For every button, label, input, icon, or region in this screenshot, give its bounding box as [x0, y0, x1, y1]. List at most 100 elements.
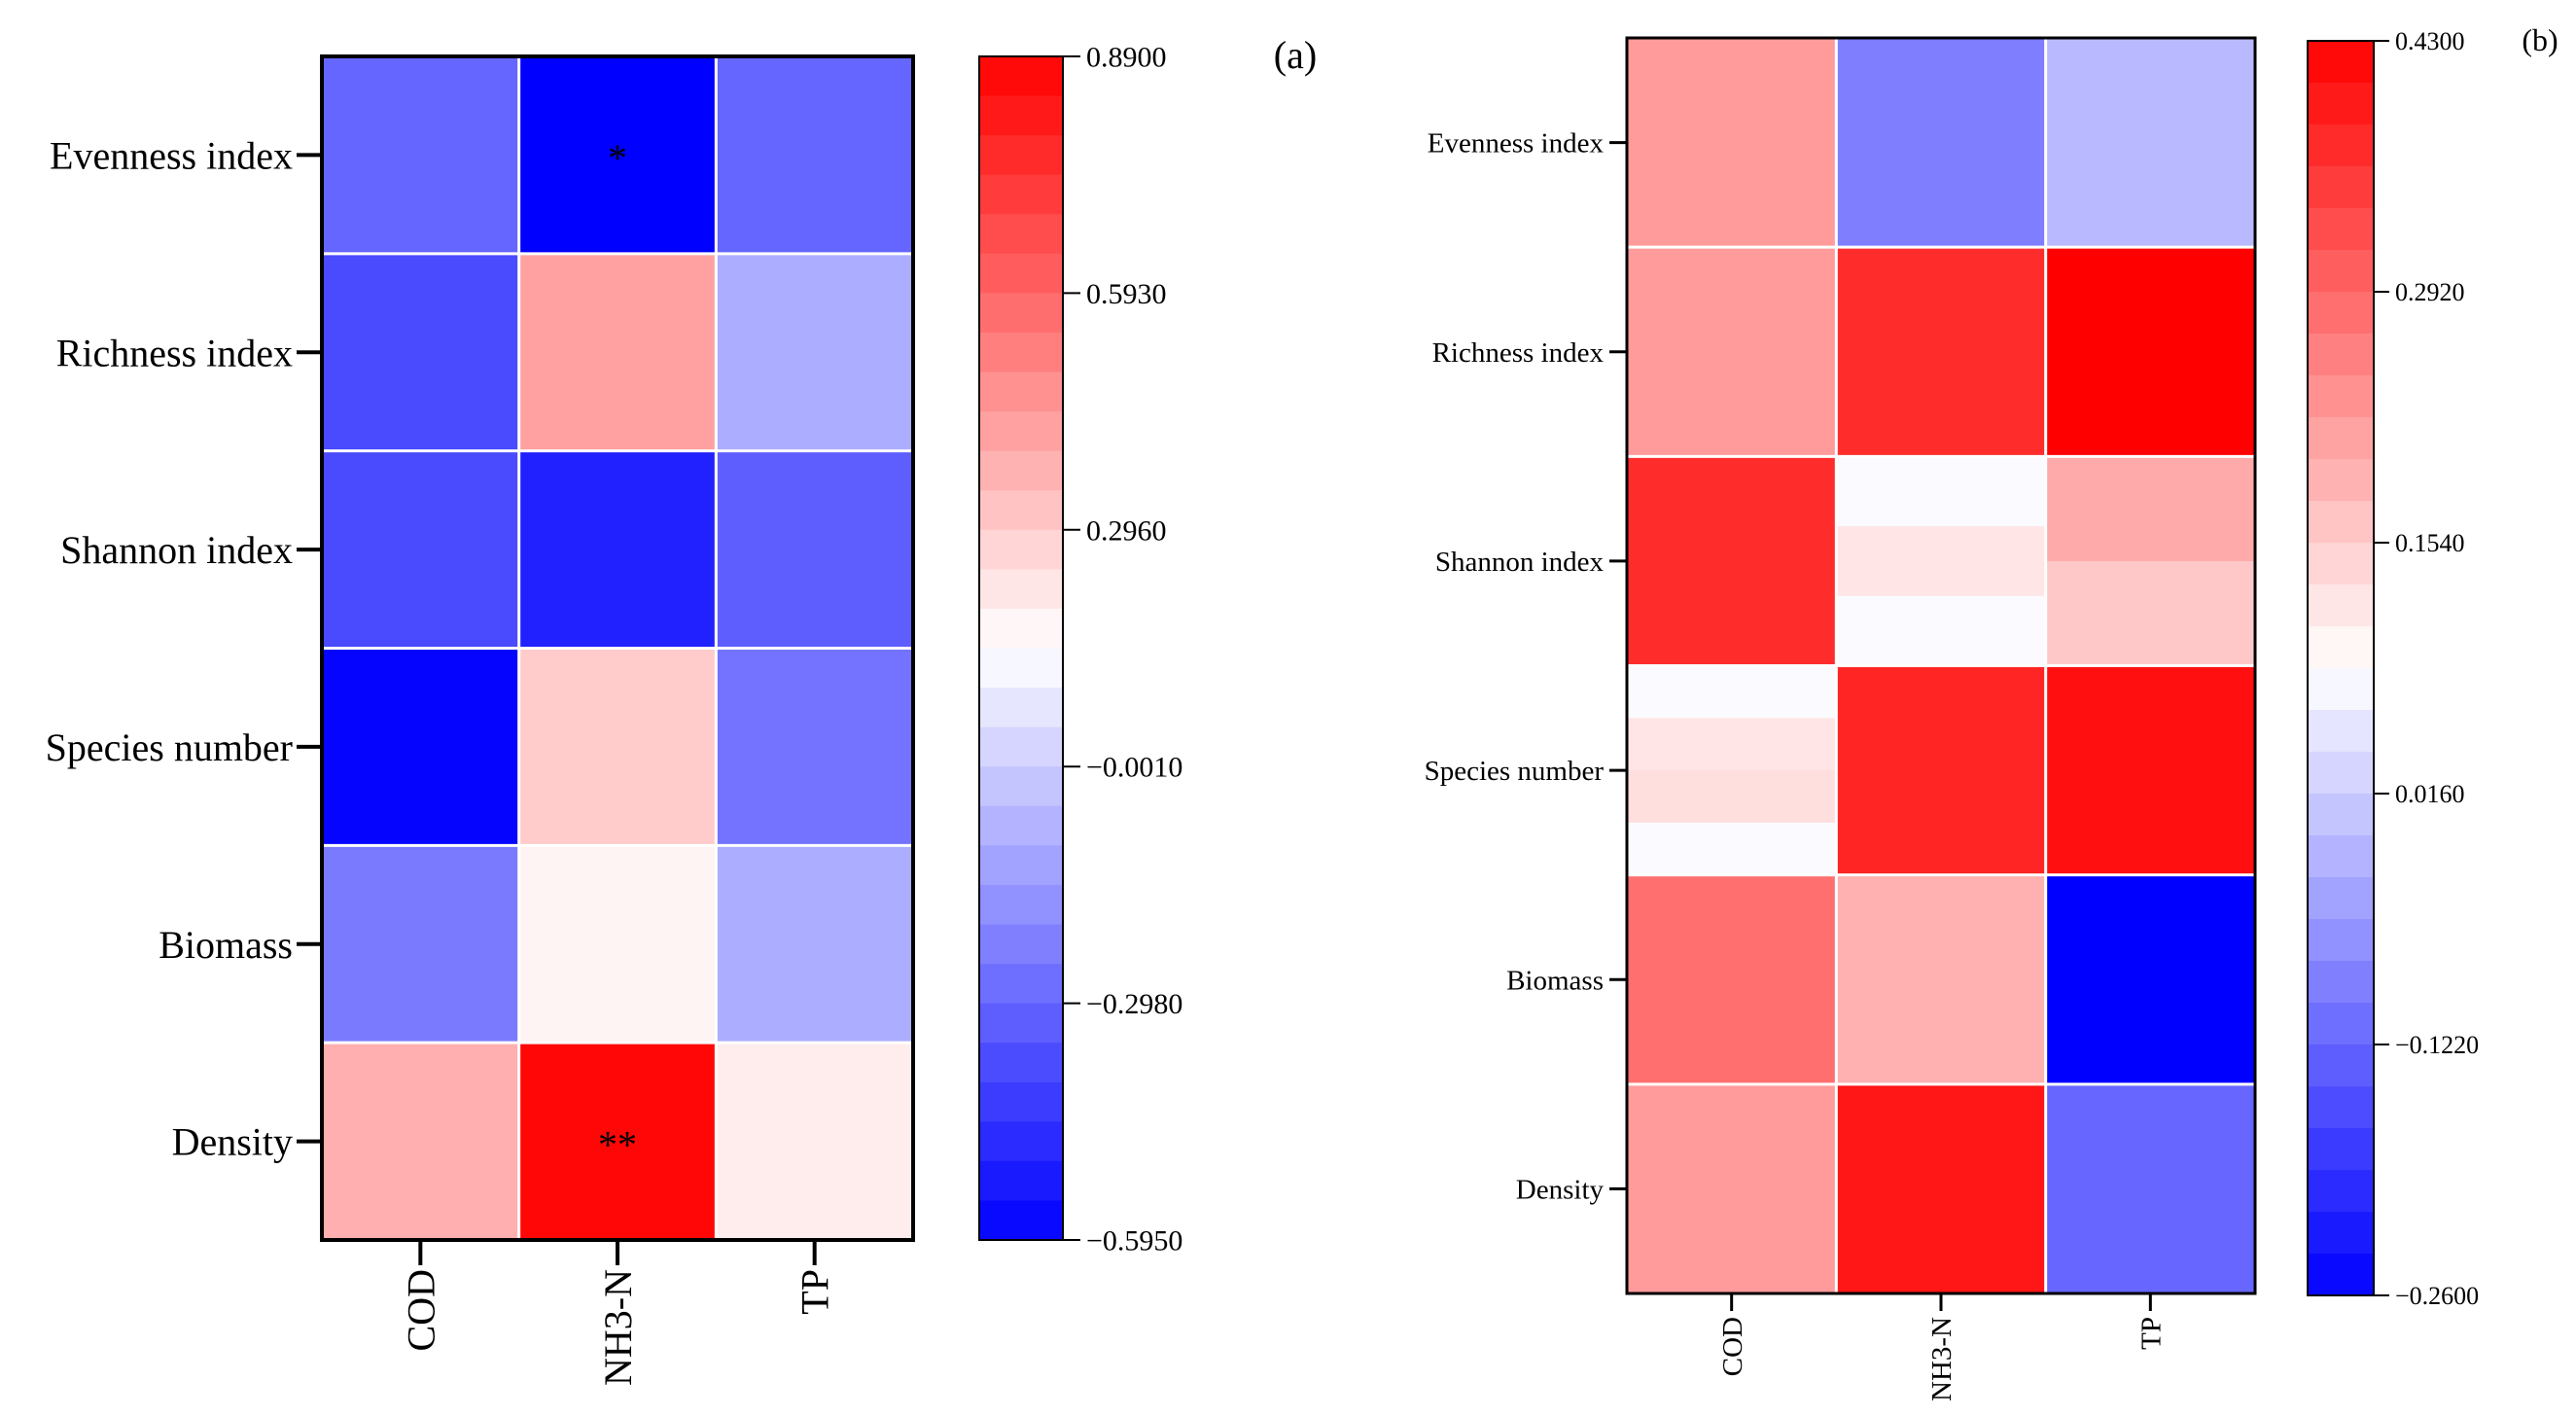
colorbar-step-a: [979, 726, 1063, 767]
heatmap-cells-a: [322, 56, 913, 1240]
colorbar-step-a: [979, 332, 1063, 373]
cell-species-number-nh3-n-b: [1836, 665, 2046, 875]
colorbar-step-a: [979, 95, 1063, 136]
cell-density-tp-a: [716, 1043, 913, 1240]
cell-shannon-index-nh3-n-b-band-3: [1836, 595, 2046, 667]
cell-shannon-index-cod-a: [322, 450, 519, 649]
colorbar-step-a: [979, 529, 1063, 570]
cell-richness-index-tp-a: [716, 253, 913, 451]
y-tick-label-biomass-a: Biomass: [159, 923, 293, 967]
colorbar-step-a: [979, 490, 1063, 531]
colorbar-step-b: [2308, 877, 2374, 920]
y-tick-label-richness-index-b: Richness index: [1432, 337, 1605, 369]
colorbar-tick-label-a: 0.8900: [1086, 42, 1167, 74]
significance-marker-a: *: [608, 136, 627, 180]
cell-species-number-cod-b-band-2: [1627, 718, 1837, 771]
cell-richness-index-nh3-n-a: [518, 253, 717, 451]
colorbar-step-b: [2308, 1003, 2374, 1045]
colorbar-tick-label-a: −0.2980: [1086, 988, 1182, 1020]
cell-richness-index-cod-a: [322, 253, 519, 451]
cell-biomass-nh3-n-a: [518, 845, 717, 1044]
colorbar-step-a: [979, 688, 1063, 728]
heatmap-cells-b: [1627, 38, 2255, 1293]
y-tick-label-density-a: Density: [172, 1120, 293, 1164]
colorbar-tick-label-b: −0.2600: [2395, 1282, 2479, 1310]
colorbar-step-b: [2308, 626, 2374, 669]
cell-evenness-index-cod-a: [322, 56, 519, 254]
cell-species-number-cod-a: [322, 648, 519, 846]
cell-species-number-cod-b-band-3: [1627, 770, 1837, 824]
colorbar-frame-b: [2307, 40, 2375, 1296]
cell-richness-index-cod-b: [1627, 247, 1837, 457]
colorbar-frame-a: [978, 55, 1064, 1241]
colorbar-b: 0.4300 0.2920 0.1540 0.0160 −0.1220 −0.2600: [2307, 27, 2479, 1310]
colorbar-tick-label-b: −0.1220: [2395, 1031, 2479, 1059]
cell-species-number-tp-a: [716, 648, 913, 846]
colorbar-step-b: [2308, 292, 2374, 335]
cell-shannon-index-nh3-n-b-band-2: [1836, 526, 2046, 597]
cell-biomass-nh3-n-b: [1836, 874, 2046, 1084]
colorbar-step-b: [2308, 459, 2374, 502]
colorbar-step-b: [2308, 1254, 2374, 1296]
y-tick-label-shannon-index-b: Shannon index: [1435, 547, 1605, 578]
colorbar-tick-label-b: 0.0160: [2395, 780, 2465, 808]
colorbar-a: 0.8900 0.5930 0.2960 −0.0010 −0.2980 −0.5950: [978, 42, 1182, 1257]
colorbar-tick-label-a: 0.2960: [1086, 514, 1167, 547]
cell-species-number-nh3-n-a: [518, 648, 717, 846]
panel-label-b: (b): [2522, 22, 2558, 57]
cell-evenness-index-nh3-n-a: [518, 56, 717, 254]
colorbar-step-a: [979, 1043, 1063, 1083]
colorbar-step-b: [2308, 501, 2374, 544]
colorbar-step-b: [2308, 668, 2374, 711]
colorbar-step-b: [2308, 1044, 2374, 1087]
colorbar-step-b: [2308, 208, 2374, 251]
colorbar-step-b: [2308, 417, 2374, 460]
cell-evenness-index-cod-b: [1627, 38, 1837, 248]
colorbar-step-b: [2308, 166, 2374, 209]
colorbar-step-a: [979, 884, 1063, 926]
colorbar-step-b: [2308, 543, 2374, 585]
colorbar-step-b: [2308, 919, 2374, 962]
cell-evenness-index-tp-b: [2045, 38, 2255, 248]
colorbar-step-a: [979, 56, 1063, 97]
cell-species-number-cod-b-band-4: [1627, 822, 1837, 876]
colorbar-step-b: [2308, 961, 2374, 1004]
colorbar-step-a: [979, 924, 1063, 965]
y-tick-label-richness-index-a: Richness index: [56, 331, 293, 374]
colorbar-tick-label-b: 0.1540: [2395, 529, 2465, 557]
y-tick-label-shannon-index-a: Shannon index: [60, 528, 293, 572]
cell-shannon-index-tp-b-band-4: [2045, 613, 2255, 667]
colorbar-step-b: [2308, 1212, 2374, 1255]
colorbar-step-b: [2308, 375, 2374, 418]
significance-marker-a: **: [598, 1122, 637, 1166]
colorbar-step-b: [2308, 835, 2374, 878]
colorbar-step-a: [979, 1121, 1063, 1162]
colorbar-step-b: [2308, 710, 2374, 753]
colorbar-step-a: [979, 1003, 1063, 1044]
cell-density-tp-b: [2045, 1083, 2255, 1293]
colorbar-step-b: [2308, 1170, 2374, 1213]
x-tick-label-cod-b: COD: [1717, 1317, 1748, 1376]
colorbar-step-a: [979, 845, 1063, 886]
y-tick-label-evenness-index-b: Evenness index: [1428, 128, 1605, 159]
cell-annotations-a: ***: [598, 136, 637, 1166]
colorbar-step-a: [979, 214, 1063, 255]
colorbar-step-b: [2308, 83, 2374, 125]
cell-density-nh3-n-a: [518, 1043, 717, 1240]
y-tick-label-evenness-index-a: Evenness index: [50, 133, 293, 177]
colorbar-step-a: [979, 1200, 1063, 1241]
x-axis-b: COD NH3-N TP: [1717, 1293, 2167, 1401]
heatmap-panel-b: Evenness index Richness index Shannon inde…: [1425, 22, 2558, 1401]
cell-shannon-index-tp-a: [716, 450, 913, 649]
x-tick-label-tp-a: TP: [794, 1269, 837, 1315]
cell-biomass-cod-b: [1627, 874, 1837, 1084]
colorbar-step-a: [979, 293, 1063, 334]
cell-richness-index-nh3-n-b: [1836, 247, 2046, 457]
colorbar-step-a: [979, 135, 1063, 176]
x-tick-label-cod-a: COD: [399, 1269, 442, 1351]
cell-shannon-index-nh3-n-b-band-1: [1836, 456, 2046, 527]
colorbar-step-a: [979, 174, 1063, 215]
colorbar-step-a: [979, 411, 1063, 452]
cell-biomass-tp-a: [716, 845, 913, 1044]
